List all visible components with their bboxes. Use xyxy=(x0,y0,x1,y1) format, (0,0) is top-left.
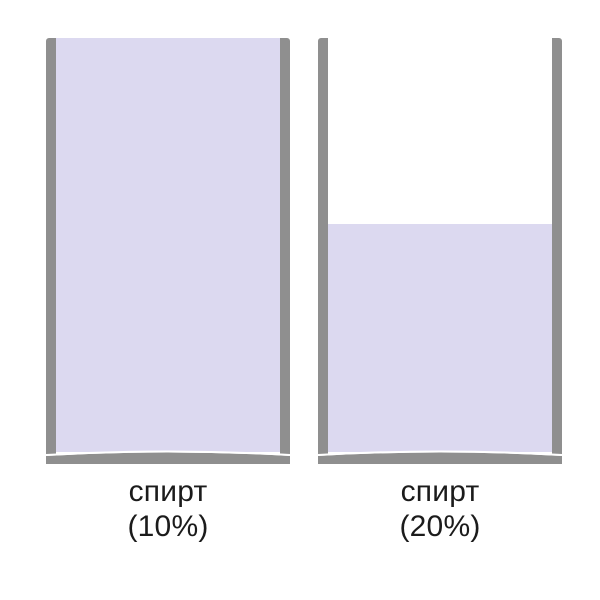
beaker-right-wall-left xyxy=(318,38,328,454)
beaker-left-label-line2: (10%) xyxy=(46,509,290,544)
beaker-left xyxy=(46,38,290,464)
beaker-right-label: спирт (20%) xyxy=(318,474,562,545)
beaker-left-label: спирт (10%) xyxy=(46,474,290,545)
beaker-right-wall-right xyxy=(552,38,562,454)
diagram-stage: спирт (10%) спирт (20%) xyxy=(0,0,600,600)
beaker-right-bottom xyxy=(318,446,562,464)
beaker-left-liquid xyxy=(56,38,280,452)
beaker-right-label-line1: спирт xyxy=(318,474,562,509)
beaker-left-wall-right xyxy=(280,38,290,454)
beaker-left-wall-left xyxy=(46,38,56,454)
beaker-left-bottom xyxy=(46,446,290,464)
beaker-right-liquid xyxy=(328,224,552,452)
beaker-right xyxy=(318,38,562,464)
beaker-right-label-line2: (20%) xyxy=(318,509,562,544)
beaker-left-label-line1: спирт xyxy=(46,474,290,509)
